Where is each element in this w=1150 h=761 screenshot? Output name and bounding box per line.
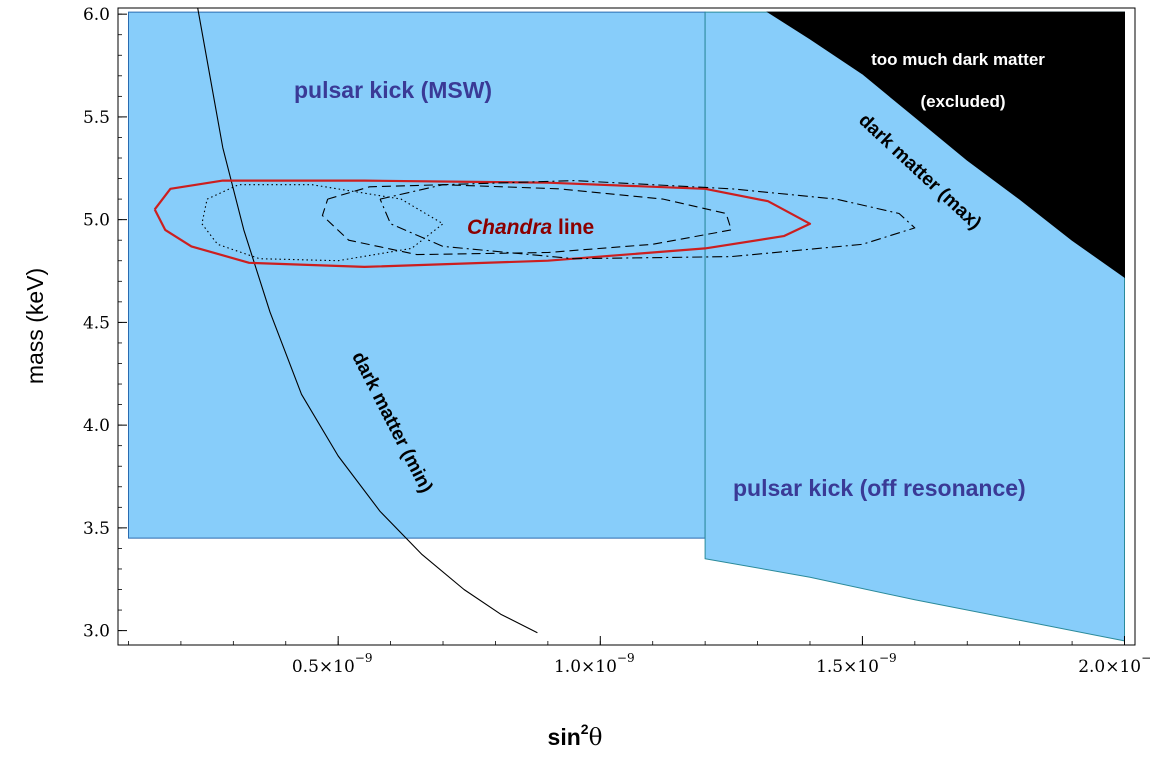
x-tick-label: 1.5×10−9 [816, 651, 897, 677]
chandra-italic: Chandra [467, 216, 553, 239]
x-tick-label: 2.0×10−9 [1078, 651, 1150, 677]
x-axis-title-sin: sin [548, 724, 581, 750]
y-tick-label: 3.5 [83, 519, 110, 539]
curves [153, 7, 916, 634]
curve-5 [379, 180, 916, 260]
y-tick-label: 5.5 [83, 108, 110, 128]
ticks: 0.5×10−9 1.0×10−9 1.5×10−9 2.0×10−9 3.0 3.5 4.… [83, 5, 1150, 677]
regions [128, 11, 1125, 642]
region-label-msw: pulsar kick (MSW) [294, 77, 492, 103]
chandra-rest: line [552, 216, 594, 239]
y-tick-label: 6.0 [83, 5, 110, 25]
y-tick-label: 3.0 [83, 622, 110, 642]
excluded-label-line2: (excluded) [920, 92, 1005, 111]
x-axis-title: sin2θ [548, 721, 603, 751]
x-axis-title-theta: θ [589, 725, 603, 751]
region-2 [766, 11, 1125, 279]
x-axis-title-sup: 2 [581, 721, 589, 737]
plot-frame [117, 7, 1136, 646]
curve-0 [197, 7, 538, 634]
x-tick-label: 1.0×10−9 [554, 651, 635, 677]
region-label-off-resonance: pulsar kick (off resonance) [733, 475, 1026, 501]
curve-2 [153, 179, 812, 268]
curve-label-chandra: Chandra line [467, 216, 594, 239]
excluded-label-line1: too much dark matter [871, 50, 1045, 69]
y-tick-label: 4.5 [83, 313, 110, 333]
x-tick-label: 0.5×10−9 [292, 651, 373, 677]
y-tick-label: 5.0 [83, 211, 110, 231]
y-tick-label: 4.0 [83, 416, 110, 436]
y-axis-title: mass (keV) [22, 268, 48, 384]
